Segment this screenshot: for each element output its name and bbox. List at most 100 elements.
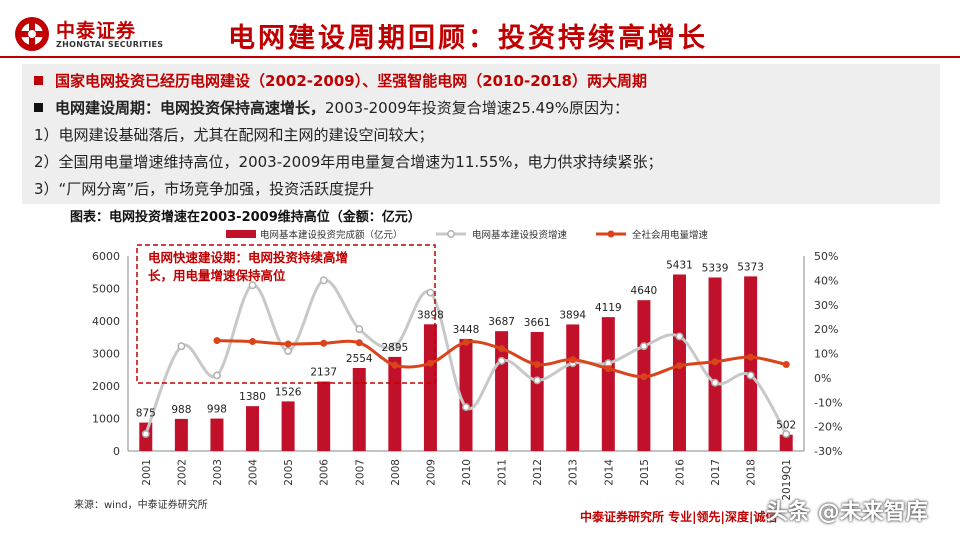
y-left-tick-label: 0 (113, 445, 120, 458)
bullet-square-icon (34, 76, 43, 85)
x-tick-label: 2013 (568, 459, 580, 486)
y-right-tick-label: 40% (814, 274, 838, 287)
power-consumption-growth-point (711, 358, 719, 366)
power-consumption-growth-point (675, 362, 683, 370)
reason-item-3: 3）“厂网分离”后，市场竞争加强，投资活跃度提升 (34, 180, 375, 198)
bar-data-label: 4640 (631, 285, 658, 297)
bar (459, 338, 473, 451)
bar-data-label: 5431 (666, 259, 693, 271)
investment-growth-point (284, 347, 293, 356)
power-consumption-growth-point (426, 359, 434, 367)
bullet-item-2: 电网建设周期：电网投资保持高速增长，2003-2009年投资复合增速25.49%… (34, 97, 629, 118)
bullet-item-1: 国家电网投资已经历电网建设（2002-2009）、坚强智能电网（2010-201… (34, 70, 647, 91)
x-tick-label: 2009 (425, 459, 437, 486)
x-tick-label: 2002 (176, 459, 188, 486)
x-tick-label: 2015 (639, 459, 651, 486)
bar (566, 324, 580, 451)
y-right-tick-label: -30% (814, 445, 842, 458)
x-tick-label: 2019Q1 (781, 459, 793, 501)
bullet-text-2: 2003-2009年投资复合增速25.49%原因为： (325, 99, 629, 117)
bar (779, 434, 793, 451)
bar-data-label: 2895 (381, 342, 408, 354)
investment-growth-point (248, 281, 257, 290)
power-consumption-growth-point (249, 338, 257, 346)
investment-growth-point (497, 356, 506, 365)
x-tick-label: 2010 (461, 459, 473, 486)
page-title: 电网建设周期回顾：投资持续高增长 (228, 23, 708, 54)
investment-growth-point (390, 342, 399, 351)
x-tick-label: 2008 (390, 459, 402, 486)
investment-growth-point (319, 276, 328, 285)
power-consumption-growth-point (604, 365, 612, 373)
power-consumption-growth-point (355, 339, 363, 347)
highlight-box (136, 244, 436, 384)
footer-slogan: 中泰证券研究所 专业|领先|深度|诚信 (580, 510, 778, 524)
y-left-tick-label: 2000 (92, 380, 120, 393)
x-tick-label: 2017 (710, 459, 722, 486)
bar-data-label: 5373 (737, 261, 764, 273)
bar (281, 401, 295, 451)
bar (423, 324, 437, 451)
bar (210, 418, 224, 451)
y-right-tick-label: 30% (814, 299, 838, 312)
bar-data-label: 3448 (453, 324, 480, 336)
x-tick-label: 2004 (248, 459, 260, 486)
power-consumption-growth-point (284, 340, 292, 348)
power-consumption-growth-point (213, 337, 221, 345)
bar (352, 367, 366, 451)
bar-data-label: 875 (136, 408, 156, 420)
y-right-tick-label: 50% (814, 250, 838, 263)
investment-growth-point (533, 376, 542, 385)
reason-item-1: 1）电网建设基础落后，尤其在配网和主网的建设空间较大； (34, 126, 434, 144)
x-tick-label: 2007 (354, 459, 366, 486)
power-consumption-growth-point (782, 360, 790, 368)
x-tick-label: 2003 (212, 459, 224, 486)
bar-data-label: 1380 (239, 391, 266, 403)
bar-data-label: 2137 (310, 367, 337, 379)
investment-growth-point (177, 342, 186, 351)
bar-data-label: 3687 (488, 316, 515, 328)
bar-data-label: 998 (207, 404, 227, 416)
power-consumption-growth-point (498, 345, 506, 353)
investment-growth-point (462, 403, 470, 412)
y-right-tick-label: -20% (814, 421, 842, 434)
y-right-tick-label: 20% (814, 323, 838, 336)
power-consumption-growth-point (747, 353, 755, 361)
logo-text-cn: 中泰证券 (56, 20, 137, 42)
y-right-tick-label: -10% (814, 396, 842, 409)
bullet-text-1: 国家电网投资已经历电网建设（2002-2009）、坚强智能电网（2010-201… (55, 72, 647, 90)
bar (601, 317, 615, 451)
y-right-tick-label: 0% (814, 372, 831, 385)
bullet-square-icon (34, 103, 43, 112)
highlight-annotation-line2: 长，用电量增速保持高位 (148, 268, 286, 283)
x-tick-label: 2016 (674, 459, 686, 486)
x-tick-label: 2012 (532, 459, 544, 486)
power-consumption-growth-point (640, 373, 648, 381)
investment-growth-point (355, 325, 364, 334)
investment-growth-point (639, 342, 648, 351)
bar (174, 418, 188, 451)
power-consumption-growth-point (533, 360, 541, 368)
bar-data-label: 988 (171, 404, 191, 416)
bar (317, 381, 331, 451)
y-left-tick-label: 5000 (92, 283, 120, 296)
bar (246, 406, 260, 451)
source-note: 来源：wind，中泰证券研究所 (74, 500, 208, 511)
investment-growth-point (212, 371, 221, 380)
x-tick-label: 2006 (319, 459, 331, 486)
investment-growth-point (746, 371, 755, 380)
legend-bar-swatch (226, 230, 256, 238)
bar-data-label: 5339 (702, 262, 729, 274)
x-tick-label: 2001 (141, 459, 153, 486)
bar (388, 356, 402, 451)
bar-data-label: 4119 (595, 302, 622, 314)
bar-data-label: 2554 (346, 353, 373, 365)
logo-text-en: ZHONGTAI SECURITIES (56, 40, 164, 49)
power-consumption-growth-point (320, 339, 328, 347)
y-left-tick-label: 3000 (92, 348, 120, 361)
legend-grey-label: 电网基本建设投资增速 (472, 229, 568, 241)
legend-grey-marker (447, 230, 455, 238)
summary-box: 国家电网投资已经历电网建设（2002-2009）、坚强智能电网（2010-201… (22, 64, 940, 204)
bar-data-label: 1526 (275, 386, 302, 398)
